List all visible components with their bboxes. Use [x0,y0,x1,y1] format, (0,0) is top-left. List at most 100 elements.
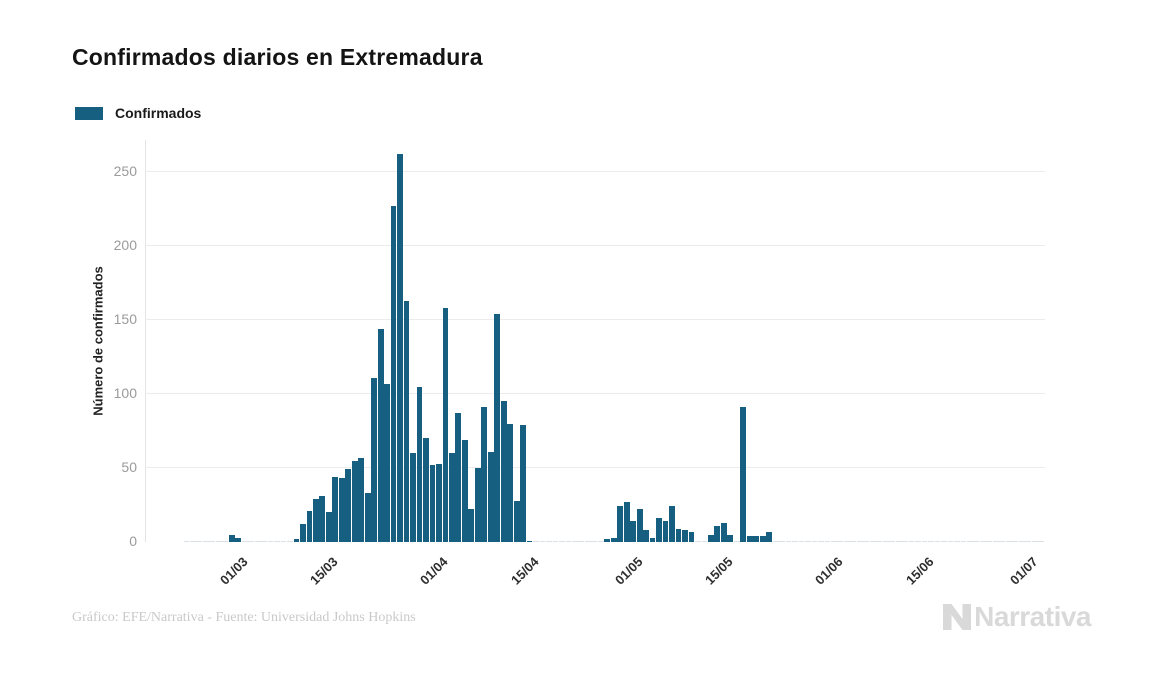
bar [559,540,565,542]
bar [759,536,766,542]
bar [895,540,902,542]
bar [183,540,190,542]
bar [869,540,876,542]
gridline [145,319,1045,320]
bar [1005,540,1012,542]
plot-area: 0 50 100 150 200 250 01/03 15/03 01/04 15/04 01/05… [114,140,1045,588]
bar [384,383,391,542]
bar [882,540,889,542]
bar [332,476,339,542]
y-tick-label: 150 [113,311,137,327]
bar [1018,540,1025,542]
bar [934,540,941,542]
bar [526,540,533,542]
bar [390,206,397,542]
bar [856,540,863,542]
bar [189,540,196,542]
bar [947,540,954,542]
bar [248,540,255,542]
bar [850,540,857,542]
bar [1025,540,1032,542]
bar [235,537,242,542]
bar [701,540,708,542]
bar [928,540,934,542]
bar [364,493,371,542]
bar [992,540,999,542]
bar [779,540,785,542]
bar [630,521,637,542]
bar [319,496,326,542]
bar [546,540,552,542]
y-tick-label: 100 [113,385,137,401]
bar [876,540,883,542]
bar [461,439,468,542]
bar [371,377,378,542]
bar [831,540,837,542]
x-tick-label: 01/05 [611,554,646,588]
bar [714,525,721,542]
x-tick-label: 15/05 [702,554,736,588]
bar [358,457,365,542]
bar [429,465,436,542]
y-axis-line [145,140,146,542]
bar [954,540,960,542]
bar [986,540,993,542]
bar [215,540,222,542]
bar [688,531,695,542]
bar [733,540,740,542]
bar [656,518,662,542]
gridline [145,171,1045,172]
bar [695,540,701,542]
bar [604,539,611,542]
bar [908,540,915,542]
x-tick-label: 15/04 [508,554,542,588]
bar [740,407,747,542]
bar [921,540,928,542]
bar [941,540,947,542]
bar [539,540,546,542]
bar [487,451,494,542]
legend-swatch [75,106,103,120]
bar [222,540,229,542]
bar [436,463,442,542]
bar [966,540,973,542]
bar [442,308,449,542]
bar [960,540,967,542]
gridline [145,245,1045,246]
bar [377,328,384,542]
y-tick-label: 0 [129,533,137,549]
bar [565,540,572,542]
bar [792,540,798,542]
bar [772,540,779,542]
bar [403,300,410,542]
bar [500,401,507,542]
bar [707,534,714,542]
bar [811,540,818,542]
bar [300,524,306,542]
bar [824,540,831,542]
x-tick-label: 01/07 [1006,554,1041,588]
bar [481,407,488,542]
bar [610,537,617,542]
bar [351,460,358,542]
bar [520,425,526,542]
bar [798,540,805,542]
bar [720,522,727,542]
x-tick-label: 01/03 [216,554,251,588]
bar [325,512,332,542]
bar [254,540,261,542]
y-tick-label: 250 [113,163,137,179]
bar [345,469,352,542]
bar [274,540,280,542]
bar [617,506,624,542]
bar [662,521,669,542]
bar [209,540,216,542]
bar [1038,540,1044,542]
legend-label: Confirmados [115,105,202,121]
bar [507,423,514,542]
bar [915,540,921,542]
bar [228,534,235,542]
bar [584,540,591,542]
bar [973,540,980,542]
bar [863,540,870,542]
